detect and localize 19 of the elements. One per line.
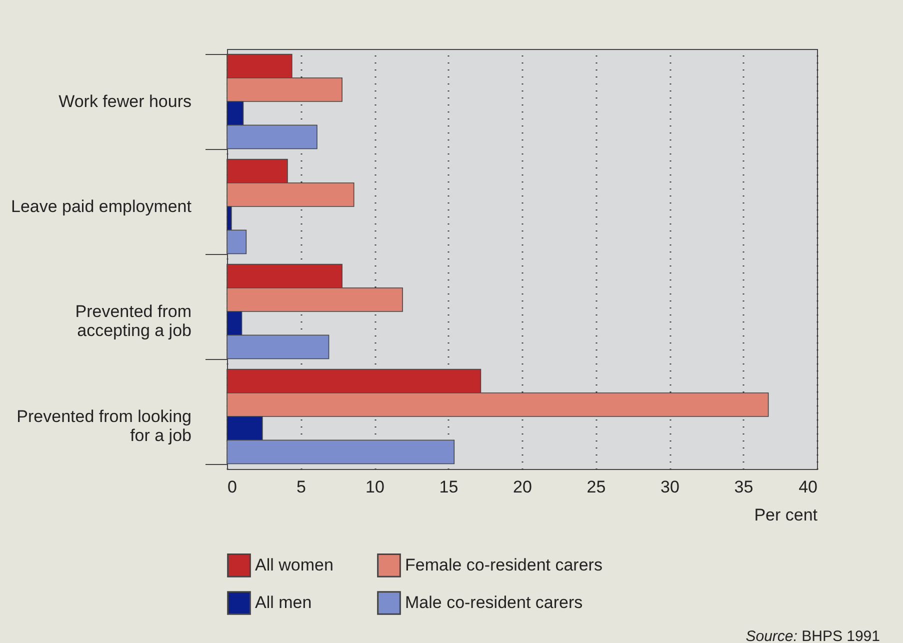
legend-label: All women bbox=[255, 555, 334, 574]
x-tick-label: 20 bbox=[513, 478, 532, 496]
y-tick-label: Work fewer hours bbox=[58, 92, 192, 111]
x-tick-label: 25 bbox=[586, 478, 606, 496]
y-tick-label: Prevented from accepting a job bbox=[75, 302, 192, 340]
source-note: Source: BHPS 1991 bbox=[744, 628, 880, 643]
legend-label: Female co-resident carers bbox=[405, 555, 602, 574]
y-tick-label: Leave paid employment bbox=[10, 197, 192, 216]
x-tick-label: 30 bbox=[660, 478, 680, 496]
x-tick-label: 40 bbox=[798, 478, 818, 496]
x-tick-label: 15 bbox=[439, 478, 458, 496]
x-tick-label: 10 bbox=[366, 478, 384, 496]
x-tick-label: 0 bbox=[228, 478, 237, 496]
y-tick-label: Prevented from looking for a job bbox=[16, 407, 192, 445]
legend-label: All men bbox=[255, 593, 312, 612]
x-tick-label: 5 bbox=[296, 478, 306, 496]
x-tick-label: 35 bbox=[734, 478, 754, 496]
x-axis-title: Per cent bbox=[754, 506, 818, 524]
legend-label: Male co-resident carers bbox=[405, 593, 583, 612]
